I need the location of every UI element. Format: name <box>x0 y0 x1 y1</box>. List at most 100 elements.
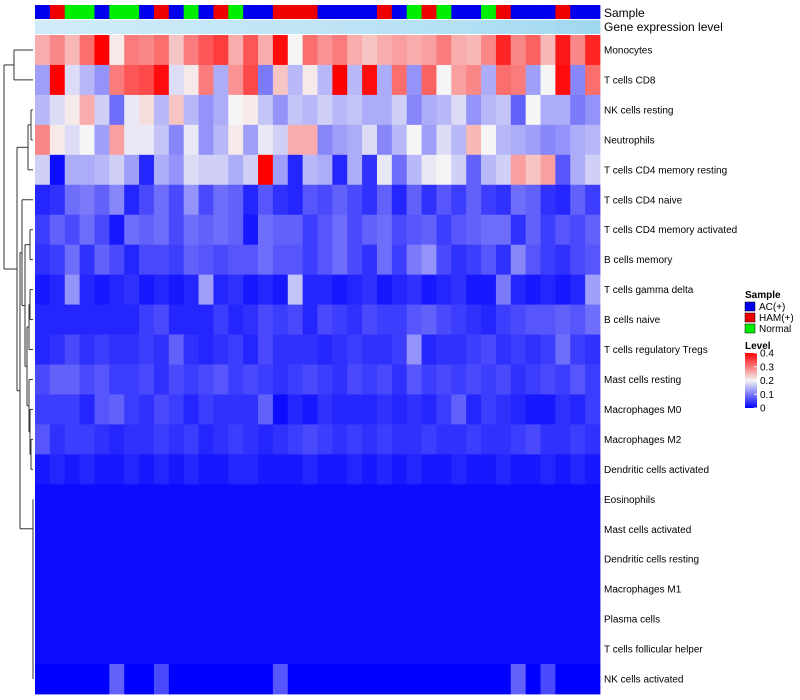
heatmap-cell <box>391 244 408 276</box>
heatmap-cell <box>436 334 452 365</box>
heatmap-cell <box>64 544 81 575</box>
heatmap-cell <box>555 304 571 335</box>
gene-expression-cell <box>168 20 185 34</box>
row-label: T cells CD4 memory activated <box>604 225 737 236</box>
heatmap-cell <box>213 364 229 395</box>
heatmap-cell <box>495 334 512 365</box>
heatmap-cell <box>555 244 571 276</box>
gene-expression-cell <box>258 20 274 34</box>
heatmap-cell <box>168 94 185 126</box>
heatmap-cell <box>124 394 140 425</box>
heatmap-cell <box>272 544 289 575</box>
heatmap-cell <box>213 35 229 66</box>
heatmap-cell <box>168 124 185 156</box>
heatmap-cell <box>540 424 556 455</box>
heatmap-cell <box>362 184 378 216</box>
heatmap-cell <box>49 454 66 485</box>
heatmap-cell <box>258 94 274 126</box>
heatmap-cell <box>421 124 437 156</box>
heatmap-cell <box>540 454 556 485</box>
legend-swatch <box>744 323 756 334</box>
heatmap-cell <box>35 364 51 395</box>
gene-expression-cell <box>421 20 437 34</box>
heatmap-cell <box>362 274 378 305</box>
sample-annotation-cell <box>153 5 170 19</box>
heatmap-cell <box>213 424 229 455</box>
heatmap-cell <box>79 244 95 276</box>
heatmap-cell <box>35 664 51 695</box>
heatmap-cell <box>79 664 95 695</box>
heatmap-cell <box>362 124 378 156</box>
heatmap-cell <box>153 64 170 96</box>
heatmap-cell <box>243 184 259 216</box>
legend-tick-label: 0.1 <box>760 390 774 401</box>
heatmap-cell <box>228 544 244 575</box>
heatmap-cell <box>139 334 155 365</box>
heatmap-cell <box>495 364 512 395</box>
heatmap-cell <box>466 214 482 246</box>
heatmap-cell <box>64 574 81 605</box>
heatmap-cell <box>94 124 110 156</box>
heatmap-cell <box>362 484 378 515</box>
heatmap-cell <box>391 514 408 545</box>
heatmap-cell <box>109 304 125 335</box>
row-label: NK cells activated <box>604 675 683 686</box>
heatmap-cell <box>347 544 363 575</box>
heatmap-cell <box>376 274 393 305</box>
heatmap-cell <box>243 394 259 425</box>
heatmap-cell <box>139 454 155 485</box>
heatmap-cell <box>35 334 51 365</box>
heatmap-cell <box>213 124 229 156</box>
heatmap-cell <box>139 214 155 246</box>
heatmap-cell <box>421 514 437 545</box>
heatmap-cell <box>495 35 512 66</box>
heatmap-cell <box>540 154 556 186</box>
heatmap-cell <box>35 604 51 635</box>
row-labels: Monocytes T cells CD8 NK cells resting Neut… <box>604 45 737 685</box>
heatmap-cell <box>376 304 393 335</box>
sample-annotation-cell <box>540 5 556 19</box>
heatmap-cell <box>94 364 110 395</box>
heatmap-cell <box>302 394 318 425</box>
heatmap-cell <box>481 514 497 545</box>
heatmap-cell <box>317 64 333 96</box>
legend-tick-label: 0.2 <box>760 376 774 387</box>
heatmap-cell <box>228 334 244 365</box>
heatmap-cell <box>347 35 363 66</box>
heatmap-cell <box>153 214 170 246</box>
heatmap-cell <box>525 304 541 335</box>
heatmap-cell <box>198 274 214 305</box>
heatmap-cell <box>287 484 304 515</box>
legend-sample-entries: AC(+)HAM(+)Normal <box>744 301 794 335</box>
heatmap-cell <box>406 484 422 515</box>
heatmap-cell <box>302 514 318 545</box>
heatmap-cell <box>139 544 155 575</box>
heatmap-cell <box>302 424 318 455</box>
legend-tick-label: 0.3 <box>760 362 774 373</box>
heatmap-cell <box>332 574 348 605</box>
heatmap-cell <box>94 184 110 216</box>
heatmap-cell <box>510 124 527 156</box>
heatmap-cell <box>287 214 304 246</box>
heatmap-cell <box>585 64 601 96</box>
heatmap-cell <box>213 394 229 425</box>
heatmap-cell <box>287 35 304 66</box>
heatmap-cell <box>153 35 170 66</box>
heatmap-cell <box>376 184 393 216</box>
heatmap-cell <box>391 214 408 246</box>
heatmap-cell <box>510 604 527 635</box>
gene-expression-cell <box>332 20 348 34</box>
heatmap-cell <box>124 64 140 96</box>
heatmap-cell <box>451 544 467 575</box>
heatmap-cell <box>481 484 497 515</box>
row-label: T cells regulatory Tregs <box>604 345 708 356</box>
heatmap-cell <box>436 604 452 635</box>
heatmap-cell <box>391 35 408 66</box>
heatmap-cell <box>183 364 199 395</box>
heatmap-cell <box>213 544 229 575</box>
heatmap-cell <box>570 664 586 695</box>
heatmap-cell <box>585 544 601 575</box>
heatmap-cell <box>94 544 110 575</box>
heatmap-cell <box>585 244 601 276</box>
heatmap-cell <box>35 124 51 156</box>
